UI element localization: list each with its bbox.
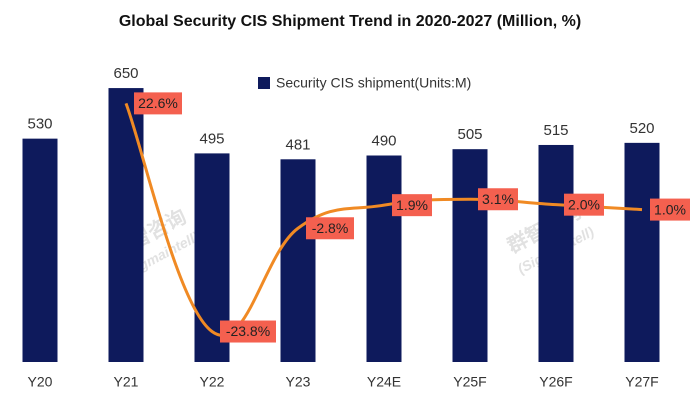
bar-value-label: 515	[543, 122, 568, 139]
bar	[366, 155, 402, 362]
bar	[538, 144, 574, 362]
line-value-label: 1.9%	[396, 197, 428, 213]
x-tick-label: Y25F	[453, 374, 486, 390]
value-label-box	[392, 194, 432, 217]
line-value-label: 3.1%	[482, 191, 514, 207]
legend-swatch	[258, 77, 270, 89]
bar	[22, 138, 58, 362]
bar	[280, 159, 316, 362]
line-value-label: -2.8%	[312, 220, 349, 236]
line-value-label: -23.8%	[226, 323, 270, 339]
x-tick-label: Y24E	[367, 374, 401, 390]
x-tick-label: Y20	[28, 374, 53, 390]
x-tick-label: Y26F	[539, 374, 572, 390]
value-label-box	[564, 193, 604, 216]
line	[124, 102, 643, 337]
bar-value-label: 481	[285, 136, 310, 153]
bar-value-label: 650	[113, 65, 138, 82]
value-label-box	[306, 217, 354, 240]
x-tick-label: Y23	[286, 374, 311, 390]
value-label-box	[650, 198, 690, 221]
line-value-label: 1.0%	[654, 201, 686, 217]
bar	[452, 149, 488, 362]
x-tick-label: Y27F	[625, 374, 658, 390]
legend-label: Security CIS shipment(Units:M)	[276, 75, 471, 91]
bar-value-label: 505	[457, 126, 482, 143]
chart-title: Global Security CIS Shipment Trend in 20…	[119, 13, 581, 30]
bar-value-label: 520	[629, 120, 654, 137]
line-value-label: 22.6%	[138, 95, 178, 111]
bar-value-label: 495	[199, 130, 224, 147]
bar-value-label: 490	[371, 132, 396, 149]
line-value-label: 2.0%	[568, 196, 600, 212]
bar	[624, 142, 660, 362]
x-tick-label: Y21	[114, 374, 139, 390]
value-label-box	[478, 188, 518, 211]
value-label-box	[134, 92, 182, 115]
x-tick-label: Y22	[200, 374, 225, 390]
bar-value-label: 530	[27, 116, 52, 133]
bar	[108, 88, 144, 363]
value-label-box	[220, 320, 276, 343]
